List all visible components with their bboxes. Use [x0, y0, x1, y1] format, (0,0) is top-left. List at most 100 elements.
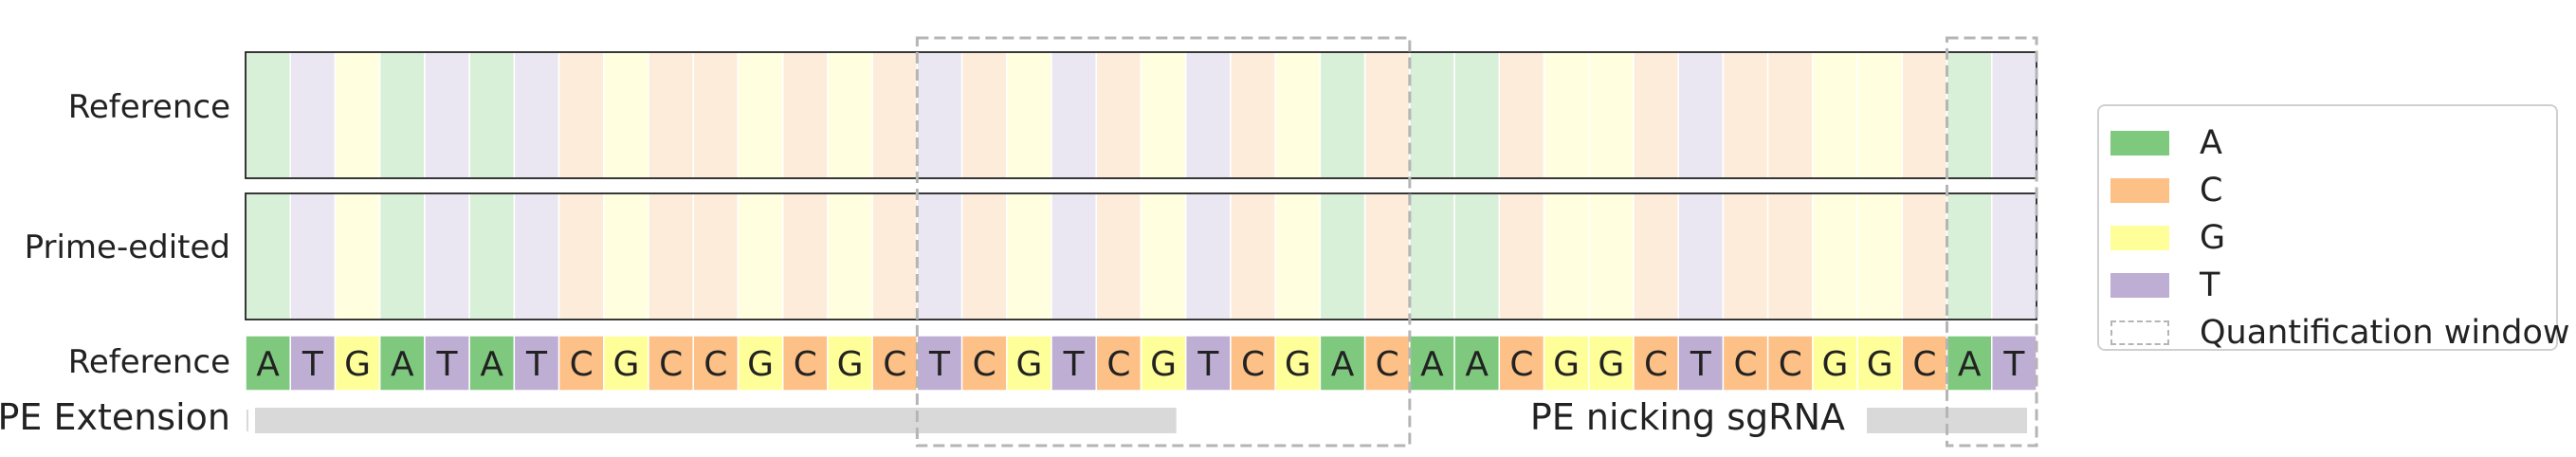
legend-item-quantification-window: Quantification window — [2099, 309, 2570, 356]
heatmap-cell-row0-pos28 — [1498, 51, 1545, 179]
heatmap-cell-row1-pos31 — [1633, 192, 1679, 320]
sequence-cell-14 — [871, 335, 919, 392]
legend-swatch-t — [2110, 273, 2169, 298]
heatmap-cell-row1-pos12 — [781, 192, 829, 320]
sequence-cell-11 — [737, 335, 784, 392]
sequence-letter-10: C — [703, 345, 727, 384]
legend-swatch-a — [2110, 131, 2169, 155]
sequence-letter-14: C — [883, 345, 906, 384]
sequence-cell-25 — [1363, 335, 1411, 392]
heatmap-cell-row1-pos29 — [1543, 192, 1590, 320]
heatmap-cell-row1-pos3 — [378, 192, 426, 320]
heatmap-cell-row1-pos33 — [1722, 192, 1769, 320]
sequence-cell-24 — [1319, 335, 1366, 392]
heatmap-cell-row1-pos18 — [1050, 192, 1098, 320]
sequence-letter-24: A — [1331, 345, 1355, 384]
heatmap-cell-row0-pos0 — [245, 51, 291, 179]
row-label-prime-edited: Prime-edited — [25, 228, 230, 266]
sequence-letter-37: C — [1912, 345, 1936, 384]
sequence-letter-21: T — [1197, 345, 1219, 384]
heatmap-cell-row1-pos22 — [1230, 192, 1276, 320]
heatmap-cell-row1-pos13 — [827, 192, 873, 320]
heatmap-cell-row0-pos4 — [424, 51, 470, 179]
heatmap-cell-row1-pos9 — [648, 192, 695, 320]
heatmap-cell-row0-pos39 — [1991, 51, 2037, 179]
sequence-cell-32 — [1677, 335, 1725, 392]
heatmap-cell-row1-pos38 — [1946, 192, 1993, 320]
heatmap-cell-row0-pos13 — [827, 51, 873, 179]
heatmap-cell-row0-pos6 — [513, 51, 560, 179]
heatmap-cell-row1-pos35 — [1812, 192, 1858, 320]
legend-item-a: A — [2099, 119, 2556, 167]
legend-swatch-g — [2110, 226, 2169, 250]
sequence-letter-38: A — [1958, 345, 1982, 384]
heatmap-cell-row1-pos8 — [603, 192, 649, 320]
heatmap-cell-row1-pos32 — [1677, 192, 1725, 320]
heatmap-cell-row1-pos6 — [513, 192, 560, 320]
heatmap-cell-row1-pos5 — [468, 192, 516, 320]
heatmap-cell-row0-pos26 — [1409, 51, 1455, 179]
heatmap-cell-row0-pos35 — [1812, 51, 1858, 179]
heatmap-cell-row0-pos11 — [737, 51, 784, 179]
sequence-letter-33: C — [1733, 345, 1757, 384]
heatmap-cell-row1-pos7 — [557, 192, 605, 320]
heatmap-cell-row0-pos7 — [557, 51, 605, 179]
annotation-tick — [247, 410, 248, 431]
sequence-letter-36: G — [1867, 345, 1893, 384]
sequence-row-label: Reference — [68, 343, 230, 381]
sequence-cell-7 — [557, 335, 605, 392]
heatmap-cell-row0-pos22 — [1230, 51, 1276, 179]
sequence-letter-20: G — [1150, 345, 1177, 384]
legend-label-t: T — [2200, 266, 2220, 304]
heatmap-cell-row0-pos31 — [1633, 51, 1679, 179]
quantification-windows — [915, 36, 2038, 448]
sequence-letter-7: C — [570, 345, 594, 384]
sequence-cell-16 — [960, 335, 1008, 392]
heatmap-cell-row0-pos19 — [1095, 51, 1142, 179]
heatmap-cell-row1-pos27 — [1453, 192, 1501, 320]
heatmap-cell-row0-pos32 — [1677, 51, 1725, 179]
heatmap-cell-row0-pos1 — [289, 51, 337, 179]
heatmap-cell-row1-pos36 — [1856, 192, 1904, 320]
heatmap-cell-row0-pos30 — [1588, 51, 1635, 179]
sequence-letter-16: C — [973, 345, 996, 384]
legend-label-c: C — [2200, 172, 2223, 210]
sequence-cell-29 — [1543, 335, 1590, 392]
heatmap-cell-row0-pos21 — [1184, 51, 1232, 179]
heatmap-cell-row0-pos23 — [1274, 51, 1322, 179]
sequence-letter-1: T — [301, 345, 324, 384]
sequence-letter-28: C — [1509, 345, 1533, 384]
heatmap-cell-row1-pos1 — [289, 192, 337, 320]
heatmap-cell-row1-pos2 — [334, 192, 381, 320]
sequence-letter-30: G — [1598, 345, 1624, 384]
heatmap-cell-row1-pos25 — [1363, 192, 1411, 320]
sequence-cell-23 — [1274, 335, 1322, 392]
heatmap-cell-row1-pos17 — [1006, 192, 1052, 320]
heatmap-cell-row0-pos3 — [378, 51, 426, 179]
sequence-letter-35: G — [1822, 345, 1849, 384]
heatmap-cell-row0-pos16 — [960, 51, 1008, 179]
row-labels: Reference Prime-edited Reference PE Exte… — [0, 88, 1845, 438]
heatmap-cell-row1-pos0 — [245, 192, 291, 320]
reference-sequence-cells — [245, 335, 2037, 392]
sequence-cell-2 — [334, 335, 381, 392]
row-label-reference: Reference — [68, 88, 230, 126]
heatmap-cell-row0-pos17 — [1006, 51, 1052, 179]
heatmap-cell-row1-pos15 — [916, 192, 963, 320]
sequence-cell-21 — [1184, 335, 1232, 392]
sequence-letter-39: T — [2002, 345, 2025, 384]
sequence-letter-12: C — [794, 345, 817, 384]
sequence-letter-29: G — [1553, 345, 1580, 384]
heatmap-cell-row1-pos37 — [1901, 192, 1948, 320]
sequence-cell-38 — [1946, 335, 1993, 392]
heatmap-cell-row0-pos12 — [781, 51, 829, 179]
heatmap-cell-row0-pos25 — [1363, 51, 1411, 179]
heatmap-cell-row0-pos37 — [1901, 51, 1948, 179]
legend-label-a: A — [2200, 124, 2222, 162]
legend-label-g: G — [2200, 219, 2226, 257]
sequence-cell-13 — [827, 335, 873, 392]
heatmap-cell-row0-pos5 — [468, 51, 516, 179]
legend-label-quantification-window: Quantification window — [2200, 314, 2570, 352]
sequence-letter-19: C — [1106, 345, 1130, 384]
